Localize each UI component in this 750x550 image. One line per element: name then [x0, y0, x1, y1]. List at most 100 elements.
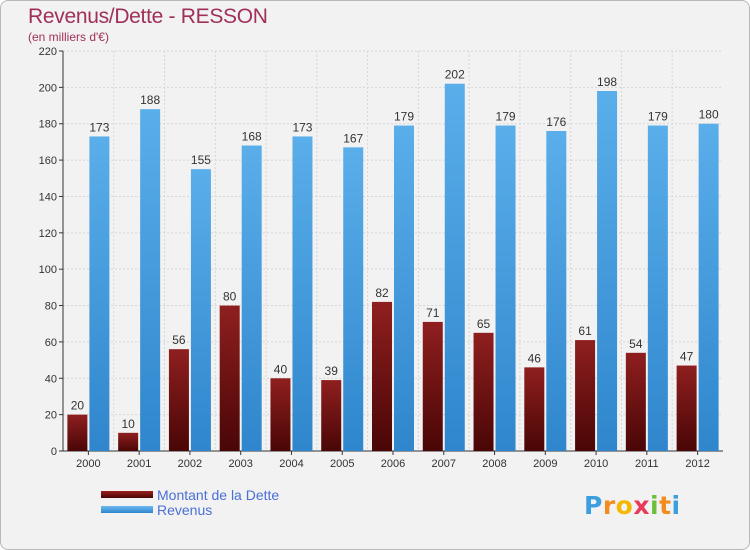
value-label-revenus: 168 [242, 130, 262, 144]
logo-letter: i [650, 491, 660, 520]
x-tick-label: 2000 [76, 458, 100, 470]
value-label-revenus: 176 [546, 115, 566, 129]
value-label-dette: 47 [680, 350, 694, 364]
chart-subtitle: (en milliers d'€) [28, 30, 109, 44]
bar-revenus [190, 169, 211, 451]
legend-swatch-revenus [101, 506, 153, 513]
bar-dette [676, 365, 697, 451]
y-tick-label: 140 [39, 191, 57, 203]
y-tick-label: 40 [45, 373, 57, 385]
x-tick-label: 2012 [685, 458, 709, 470]
legend-label-dette: Montant de la Dette [157, 486, 280, 503]
legend-item-revenus: Revenus [101, 501, 279, 518]
value-label-revenus: 179 [394, 110, 414, 124]
logo-letter: i [671, 491, 681, 520]
value-label-dette: 10 [121, 417, 135, 431]
bar-dette [575, 340, 596, 451]
value-label-revenus: 198 [597, 75, 617, 89]
bar-revenus [597, 91, 618, 451]
value-label-revenus: 167 [343, 131, 363, 145]
bar-dette [524, 367, 545, 451]
logo-letter: r [602, 491, 616, 520]
value-label-revenus: 180 [699, 108, 719, 122]
bar-revenus [241, 145, 262, 451]
bar-dette [168, 349, 189, 451]
value-labels: 20 173 10 188 56 155 80 168 40 173 39 167 82 179 71 202… [71, 68, 719, 431]
value-label-revenus: 173 [292, 120, 312, 134]
x-tick-label: 2006 [381, 458, 405, 470]
x-tick-label: 2009 [533, 458, 557, 470]
value-label-dette: 20 [71, 399, 85, 413]
y-tick-label: 200 [39, 82, 57, 94]
bar-revenus [343, 147, 364, 451]
y-tick-label: 100 [39, 264, 57, 276]
bar-revenus [292, 136, 313, 452]
bar-dette [372, 301, 392, 451]
value-label-revenus: 188 [140, 93, 160, 107]
x-tick-label: 2007 [432, 458, 456, 470]
legend-swatch-dette [101, 491, 153, 498]
bar-revenus [546, 131, 567, 451]
bar-dette [321, 380, 342, 451]
x-tick-label: 2001 [127, 458, 151, 470]
logo-letter: P [584, 491, 603, 520]
value-label-revenus: 173 [89, 120, 109, 134]
value-label-dette: 40 [274, 362, 288, 376]
value-label-dette: 80 [223, 290, 237, 304]
value-label-revenus: 179 [648, 110, 668, 124]
x-tick-label: 2008 [482, 458, 506, 470]
value-label-dette: 39 [325, 364, 339, 378]
bar-dette [219, 305, 240, 451]
value-label-revenus: 179 [496, 110, 516, 124]
value-label-dette: 46 [528, 351, 542, 365]
value-label-dette: 82 [375, 286, 389, 300]
x-tick-label: 2004 [279, 458, 303, 470]
bar-revenus [394, 125, 414, 451]
bar-revenus [495, 125, 516, 451]
x-tick-label: 2003 [228, 458, 252, 470]
value-label-dette: 56 [172, 333, 186, 347]
value-label-revenus: 202 [445, 68, 465, 82]
bar-revenus [647, 125, 668, 451]
y-tick-label: 80 [45, 301, 57, 313]
x-tick-label: 2005 [330, 458, 354, 470]
value-label-revenus: 155 [191, 153, 211, 167]
y-tick-label: 220 [39, 46, 57, 58]
y-tick-label: 0 [51, 446, 57, 458]
bar-dette [625, 352, 646, 451]
bar-dette [118, 432, 139, 451]
bar-revenus [444, 83, 465, 452]
legend-item-dette: Montant de la Dette [101, 486, 280, 503]
chart-title: Revenus/Dette - RESSON [28, 5, 268, 28]
bar-revenus [698, 123, 719, 452]
y-tick-label: 120 [39, 228, 57, 240]
y-tick-label: 60 [45, 337, 57, 349]
bar-dette [473, 332, 494, 451]
bars [67, 83, 719, 452]
bar-dette [67, 414, 88, 451]
bar-revenus [140, 109, 161, 451]
legend: Montant de la Dette Revenus [101, 486, 280, 518]
x-tick-label: 2010 [584, 458, 608, 470]
grid-lines [63, 50, 723, 452]
logo-letter: x [633, 491, 650, 520]
value-label-dette: 71 [426, 306, 440, 320]
proxiti-logo: Proxiti [584, 491, 681, 520]
value-label-dette: 61 [578, 324, 592, 338]
bar-revenus [89, 136, 110, 452]
y-tick-label: 20 [45, 410, 57, 422]
value-label-dette: 54 [629, 337, 643, 351]
bar-dette [270, 378, 291, 451]
legend-label-revenus: Revenus [157, 501, 213, 518]
bar-dette [422, 321, 443, 451]
value-label-dette: 65 [477, 317, 491, 331]
logo-letter: t [659, 491, 672, 520]
x-tick-label: 2002 [178, 458, 202, 470]
logo-letter: o [615, 491, 634, 520]
x-tick-label: 2011 [635, 458, 659, 470]
y-tick-label: 180 [39, 119, 57, 131]
y-tick-label: 160 [39, 155, 57, 167]
